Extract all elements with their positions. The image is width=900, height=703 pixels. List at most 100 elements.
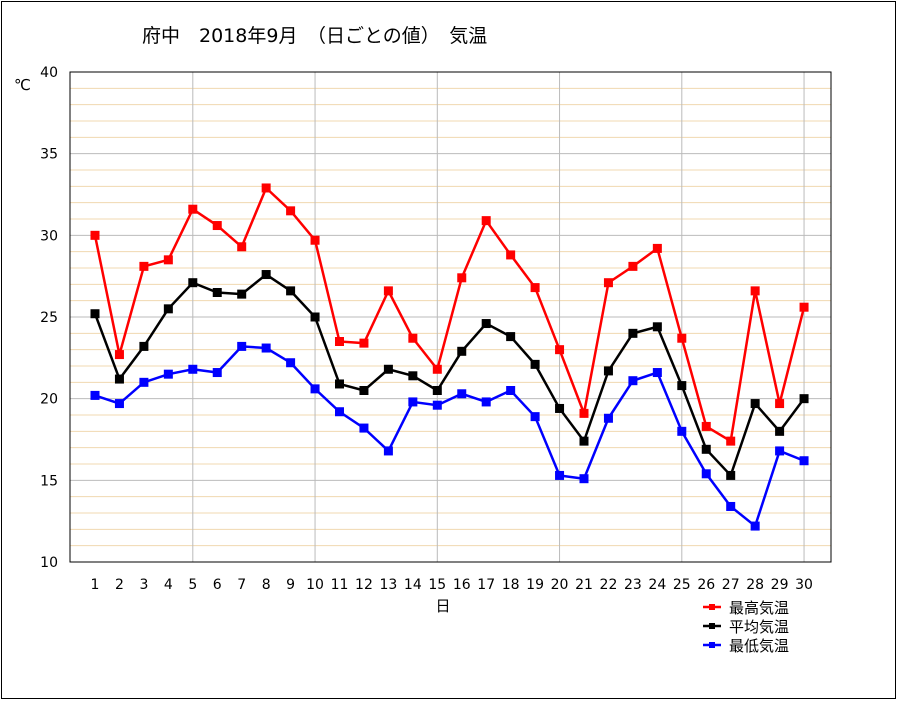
data-point: [163, 369, 173, 379]
data-point: [750, 399, 760, 409]
data-point: [188, 278, 198, 288]
series-layer: [90, 183, 809, 531]
data-point: [457, 346, 467, 356]
y-tick-label: 35: [40, 147, 58, 163]
y-axis-ticks: 10 15 20 25 30 35 40: [40, 65, 58, 571]
plot-area: [69, 71, 832, 563]
data-point: [335, 407, 344, 417]
data-point: [775, 426, 785, 436]
data-point: [114, 350, 124, 360]
data-point: [408, 371, 418, 381]
x-tick-label: 25: [673, 577, 691, 593]
y-tick-label: 25: [40, 310, 58, 326]
data-point: [212, 368, 222, 378]
data-point: [90, 309, 100, 319]
data-point: [114, 374, 124, 384]
x-axis-ticks: 1 2 3 4 5 6 7 8 9 10 11 12 13 14 15 16 17 18 19 20 21 22 23 24 2…: [91, 577, 813, 593]
data-point: [90, 230, 100, 240]
x-tick-label: 1: [91, 577, 100, 593]
data-point: [286, 206, 296, 216]
data-point: [750, 521, 760, 531]
series-group: [90, 183, 809, 446]
legend-label: 最低気温: [729, 637, 789, 655]
series-group: [90, 270, 809, 480]
data-point: [750, 286, 760, 296]
x-tick-label: 26: [697, 577, 715, 593]
data-point: [139, 377, 149, 387]
data-point: [579, 436, 589, 446]
data-point: [139, 341, 149, 351]
x-tick-label: 3: [139, 577, 148, 593]
x-tick-label: 2: [115, 577, 124, 593]
y-tick-label: 30: [40, 228, 58, 244]
data-point: [261, 343, 271, 353]
data-point: [677, 333, 687, 343]
data-point: [237, 341, 247, 351]
data-point: [701, 444, 711, 454]
chart-title: 府中 2018年9月 （日ごとの値） 気温: [142, 25, 487, 47]
legend-swatch-marker: [709, 642, 715, 648]
data-point: [506, 250, 516, 260]
x-tick-label: 12: [355, 577, 373, 593]
data-point: [603, 278, 613, 288]
data-point: [799, 456, 809, 466]
y-tick-label: 40: [40, 65, 58, 81]
x-tick-label: 20: [551, 577, 569, 593]
x-tick-label: 24: [648, 577, 666, 593]
data-point: [579, 474, 589, 484]
data-point: [603, 366, 613, 376]
x-tick-label: 19: [526, 577, 544, 593]
data-point: [775, 399, 785, 409]
data-point: [628, 261, 638, 271]
data-point: [775, 446, 785, 456]
series-group: [90, 341, 809, 531]
data-point: [188, 364, 198, 374]
data-point: [555, 345, 565, 355]
data-point: [726, 436, 736, 446]
data-point: [335, 337, 344, 346]
data-point: [163, 304, 173, 314]
x-tick-label: 23: [624, 577, 642, 593]
data-point: [555, 470, 565, 480]
x-tick-label: 10: [306, 577, 324, 593]
x-tick-label: 21: [575, 577, 593, 593]
x-tick-label: 18: [502, 577, 520, 593]
data-point: [555, 403, 565, 413]
x-tick-label: 5: [188, 577, 197, 593]
x-axis-label: 日: [435, 597, 450, 615]
data-point: [799, 302, 809, 312]
x-tick-label: 16: [453, 577, 471, 593]
data-point: [383, 286, 393, 296]
data-point: [652, 368, 662, 378]
data-point: [237, 289, 247, 299]
y-axis-label: ℃: [14, 76, 31, 94]
data-point: [139, 261, 149, 271]
data-point: [163, 255, 173, 265]
data-point: [188, 204, 198, 214]
y-tick-label: 15: [40, 473, 58, 489]
x-tick-label: 8: [262, 577, 271, 593]
x-tick-label: 28: [746, 577, 764, 593]
y-tick-label: 20: [40, 392, 58, 408]
x-tick-label: 4: [164, 577, 173, 593]
x-tick-label: 30: [795, 577, 813, 593]
data-point: [701, 469, 711, 479]
series-line: [93, 185, 806, 444]
data-point: [261, 183, 271, 193]
data-point: [212, 288, 222, 297]
data-point: [628, 328, 638, 338]
x-tick-label: 22: [600, 577, 618, 593]
data-point: [799, 394, 809, 404]
data-point: [432, 364, 442, 374]
data-point: [212, 221, 222, 231]
series-line: [93, 272, 806, 478]
data-point: [383, 446, 393, 456]
data-point: [457, 389, 467, 399]
legend-swatch-marker: [709, 623, 715, 629]
data-point: [335, 379, 344, 389]
x-tick-label: 7: [237, 577, 246, 593]
x-tick-label: 6: [213, 577, 222, 593]
x-tick-label: 9: [286, 577, 295, 593]
data-point: [579, 408, 589, 418]
data-point: [286, 358, 296, 368]
